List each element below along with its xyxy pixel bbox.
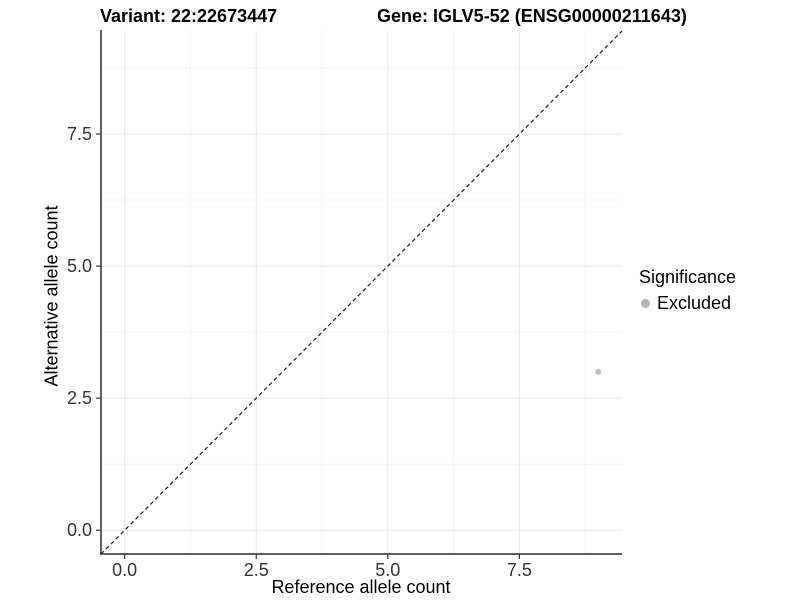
plot-title-gene: Gene: IGLV5-52 (ENSG00000211643): [377, 6, 687, 26]
y-tick-label: 5.0: [67, 256, 92, 276]
y-tick-label: 7.5: [67, 124, 92, 144]
identity-reference-line: [100, 30, 623, 555]
x-tick-label: 2.5: [244, 560, 269, 580]
excluded-point-icon: [641, 298, 650, 308]
legend-item-excluded: Excluded: [639, 291, 736, 315]
legend: Significance Excluded: [639, 267, 736, 315]
y-tick-label: 2.5: [67, 388, 92, 408]
legend-title: Significance: [639, 267, 737, 287]
x-axis-title: Reference allele count: [271, 577, 451, 597]
y-tick-label: 0.0: [67, 520, 92, 540]
legend-item-label: Excluded: [657, 292, 732, 313]
x-tick-label: 0.0: [112, 560, 137, 580]
data-point: [595, 368, 602, 375]
plot-title-variant: Variant: 22:22673447: [100, 6, 278, 26]
x-tick-label: 7.5: [507, 560, 532, 580]
x-tick-label: 5.0: [375, 560, 400, 580]
